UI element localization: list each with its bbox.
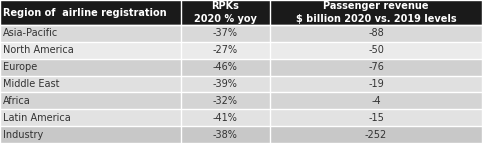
- Bar: [270, 59, 482, 76]
- Bar: [0, 59, 181, 76]
- Bar: [270, 25, 482, 42]
- Text: -37%: -37%: [213, 28, 238, 38]
- Text: Region of  airline registration: Region of airline registration: [3, 8, 167, 17]
- Text: North America: North America: [3, 45, 74, 55]
- Bar: [0, 42, 181, 59]
- Text: -46%: -46%: [213, 62, 238, 72]
- Bar: [0, 126, 181, 143]
- Bar: [270, 92, 482, 109]
- Bar: [181, 92, 270, 109]
- Bar: [270, 42, 482, 59]
- Bar: [0, 76, 181, 92]
- Bar: [270, 76, 482, 92]
- Text: -32%: -32%: [213, 96, 238, 106]
- Text: -39%: -39%: [213, 79, 238, 89]
- Text: Europe: Europe: [3, 62, 38, 72]
- Bar: [181, 126, 270, 143]
- Bar: [270, 126, 482, 143]
- Text: -4: -4: [371, 96, 381, 106]
- Bar: [0, 92, 181, 109]
- Text: -27%: -27%: [213, 45, 238, 55]
- Text: Asia-Pacific: Asia-Pacific: [3, 28, 59, 38]
- Bar: [181, 76, 270, 92]
- Text: -41%: -41%: [213, 113, 238, 123]
- Text: -76: -76: [368, 62, 384, 72]
- Bar: [181, 25, 270, 42]
- Text: -88: -88: [368, 28, 384, 38]
- Text: -19: -19: [368, 79, 384, 89]
- Bar: [181, 59, 270, 76]
- Bar: [181, 42, 270, 59]
- Bar: [0, 109, 181, 126]
- Bar: [0, 25, 181, 42]
- Bar: [181, 0, 270, 25]
- Text: -38%: -38%: [213, 130, 238, 140]
- Bar: [270, 109, 482, 126]
- Text: Passenger revenue
$ billion 2020 vs. 2019 levels: Passenger revenue $ billion 2020 vs. 201…: [295, 1, 456, 24]
- Text: Latin America: Latin America: [3, 113, 71, 123]
- Text: -15: -15: [368, 113, 384, 123]
- Bar: [181, 109, 270, 126]
- Text: Africa: Africa: [3, 96, 31, 106]
- Text: RPKs
2020 % yoy: RPKs 2020 % yoy: [194, 1, 257, 24]
- Text: Middle East: Middle East: [3, 79, 60, 89]
- Bar: [270, 0, 482, 25]
- Text: -252: -252: [365, 130, 387, 140]
- Text: Industry: Industry: [3, 130, 44, 140]
- Bar: [0, 0, 181, 25]
- Text: -50: -50: [368, 45, 384, 55]
